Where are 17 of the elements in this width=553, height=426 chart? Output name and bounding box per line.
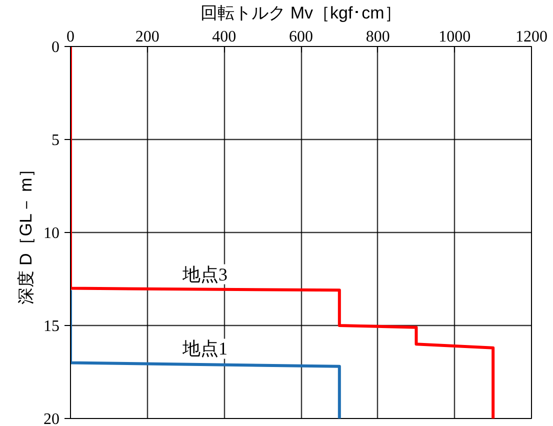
y-tick-label: 0: [52, 39, 60, 56]
x-tick-label: 200: [135, 28, 160, 46]
x-tick-label: 1200: [516, 28, 548, 46]
x-tick-label: 1000: [438, 28, 471, 46]
y-tick-label: 20: [44, 411, 60, 426]
x-tick-label: 0: [66, 28, 74, 46]
y-axis-title: 深度 D［GL－ m］: [16, 160, 36, 304]
series-label: 地点3: [181, 264, 228, 284]
x-tick-label: 800: [366, 28, 390, 46]
x-tick-label: 600: [289, 28, 313, 46]
y-tick-label: 15: [44, 318, 60, 335]
y-tick-label: 10: [44, 225, 60, 242]
y-tick-label: 5: [52, 132, 60, 149]
series-label: 地点1: [181, 338, 228, 359]
x-axis-title: 回転トルク Mv［kgf･cm］: [200, 4, 402, 22]
x-tick-label: 400: [212, 28, 236, 46]
line-series: [70, 288, 341, 418]
